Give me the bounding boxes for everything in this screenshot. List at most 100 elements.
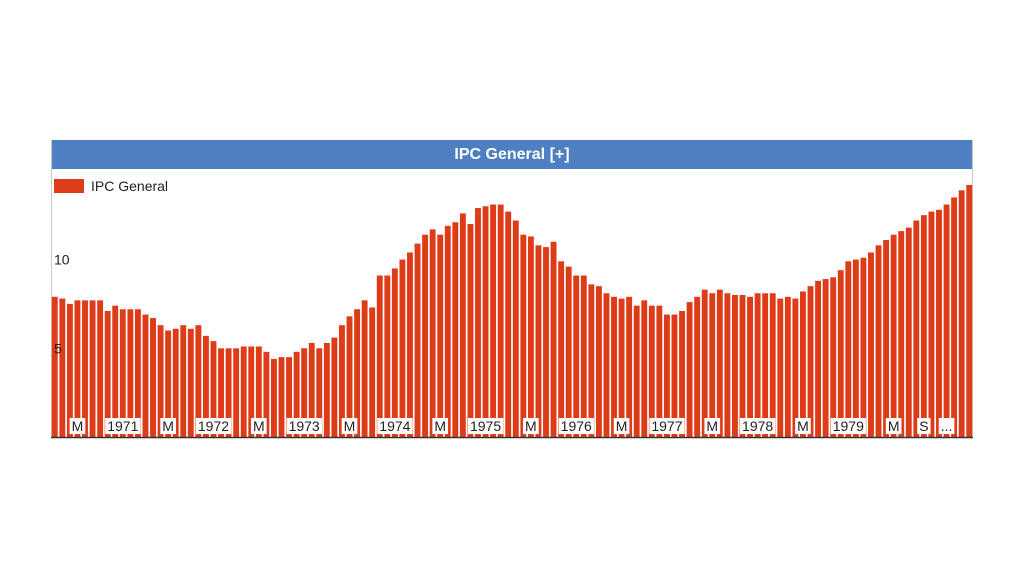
bar[interactable]: [165, 330, 172, 437]
bar[interactable]: [656, 305, 663, 437]
bar[interactable]: [852, 259, 859, 437]
bar[interactable]: [784, 296, 791, 437]
bar[interactable]: [868, 252, 874, 437]
bar[interactable]: [339, 325, 345, 437]
bar[interactable]: [490, 204, 497, 437]
bar[interactable]: [709, 293, 716, 437]
bar[interactable]: [180, 325, 187, 437]
bar[interactable]: [134, 309, 141, 437]
bar[interactable]: [112, 305, 119, 437]
bar[interactable]: [240, 346, 247, 437]
bar[interactable]: [505, 211, 512, 437]
bar[interactable]: [74, 300, 81, 437]
bar[interactable]: [104, 311, 111, 437]
bar[interactable]: [361, 300, 368, 437]
bar[interactable]: [543, 247, 549, 437]
bar[interactable]: [150, 318, 156, 437]
bar[interactable]: [218, 348, 224, 437]
bar[interactable]: [248, 346, 255, 437]
bar[interactable]: [754, 293, 761, 437]
bar[interactable]: [233, 348, 240, 437]
bar[interactable]: [966, 185, 973, 437]
bar[interactable]: [323, 342, 330, 437]
bar[interactable]: [920, 215, 927, 437]
bar[interactable]: [830, 277, 837, 437]
bar[interactable]: [422, 234, 429, 437]
bar[interactable]: [800, 291, 806, 437]
bar[interactable]: [686, 302, 693, 437]
bar[interactable]: [512, 220, 519, 437]
bar[interactable]: [51, 296, 58, 437]
bar[interactable]: [762, 293, 769, 437]
bar[interactable]: [391, 268, 398, 437]
bar[interactable]: [127, 309, 134, 437]
bar[interactable]: [739, 295, 746, 437]
bar[interactable]: [172, 328, 179, 437]
bar[interactable]: [354, 309, 361, 437]
chart-title[interactable]: IPC General [+]: [454, 145, 570, 163]
bar[interactable]: [331, 337, 338, 437]
bar[interactable]: [860, 257, 867, 437]
bar[interactable]: [142, 314, 149, 437]
legend[interactable]: IPC General: [54, 178, 168, 194]
bar[interactable]: [580, 275, 587, 437]
bar[interactable]: [633, 305, 640, 437]
bar[interactable]: [475, 208, 481, 437]
bar[interactable]: [890, 234, 897, 437]
bar[interactable]: [588, 284, 595, 437]
bar[interactable]: [732, 295, 738, 437]
bar[interactable]: [467, 224, 474, 437]
bar[interactable]: [399, 259, 406, 437]
bar[interactable]: [497, 204, 504, 437]
bar[interactable]: [558, 261, 565, 437]
bar[interactable]: [59, 298, 66, 437]
bar[interactable]: [459, 213, 466, 437]
bar[interactable]: [202, 335, 209, 437]
bar[interactable]: [679, 311, 685, 437]
bar[interactable]: [369, 307, 376, 437]
bar[interactable]: [928, 211, 935, 437]
bar[interactable]: [82, 300, 88, 437]
bar[interactable]: [618, 298, 625, 437]
bar[interactable]: [535, 245, 542, 437]
bar[interactable]: [958, 190, 965, 437]
bar[interactable]: [316, 348, 323, 437]
bar[interactable]: [308, 342, 315, 437]
bar[interactable]: [346, 316, 353, 437]
bar[interactable]: [913, 220, 920, 437]
bar[interactable]: [595, 286, 602, 437]
bar[interactable]: [376, 275, 383, 437]
bar[interactable]: [407, 252, 413, 437]
bar[interactable]: [271, 358, 277, 437]
bar[interactable]: [724, 293, 731, 437]
bar[interactable]: [769, 293, 776, 437]
bar[interactable]: [837, 270, 844, 437]
bar[interactable]: [792, 298, 799, 437]
bar[interactable]: [195, 325, 202, 437]
bar[interactable]: [611, 296, 617, 437]
bar[interactable]: [936, 209, 942, 437]
bar[interactable]: [565, 266, 572, 437]
bar[interactable]: [293, 351, 300, 437]
bar[interactable]: [210, 341, 217, 437]
bar[interactable]: [883, 240, 890, 437]
bar[interactable]: [97, 300, 104, 437]
bar[interactable]: [527, 236, 534, 437]
bar[interactable]: [822, 279, 829, 437]
bar[interactable]: [225, 348, 232, 437]
bar[interactable]: [641, 300, 648, 437]
bar[interactable]: [286, 357, 292, 437]
bar[interactable]: [694, 296, 701, 437]
bar[interactable]: [429, 229, 436, 437]
bar[interactable]: [626, 296, 633, 437]
bar[interactable]: [119, 309, 126, 437]
bar[interactable]: [187, 328, 194, 437]
bar[interactable]: [807, 286, 814, 437]
bar[interactable]: [255, 346, 262, 437]
bar[interactable]: [384, 275, 391, 437]
bar[interactable]: [747, 296, 753, 437]
bar[interactable]: [905, 227, 912, 437]
bar[interactable]: [603, 293, 610, 437]
bar[interactable]: [898, 231, 905, 437]
bar[interactable]: [845, 261, 852, 437]
